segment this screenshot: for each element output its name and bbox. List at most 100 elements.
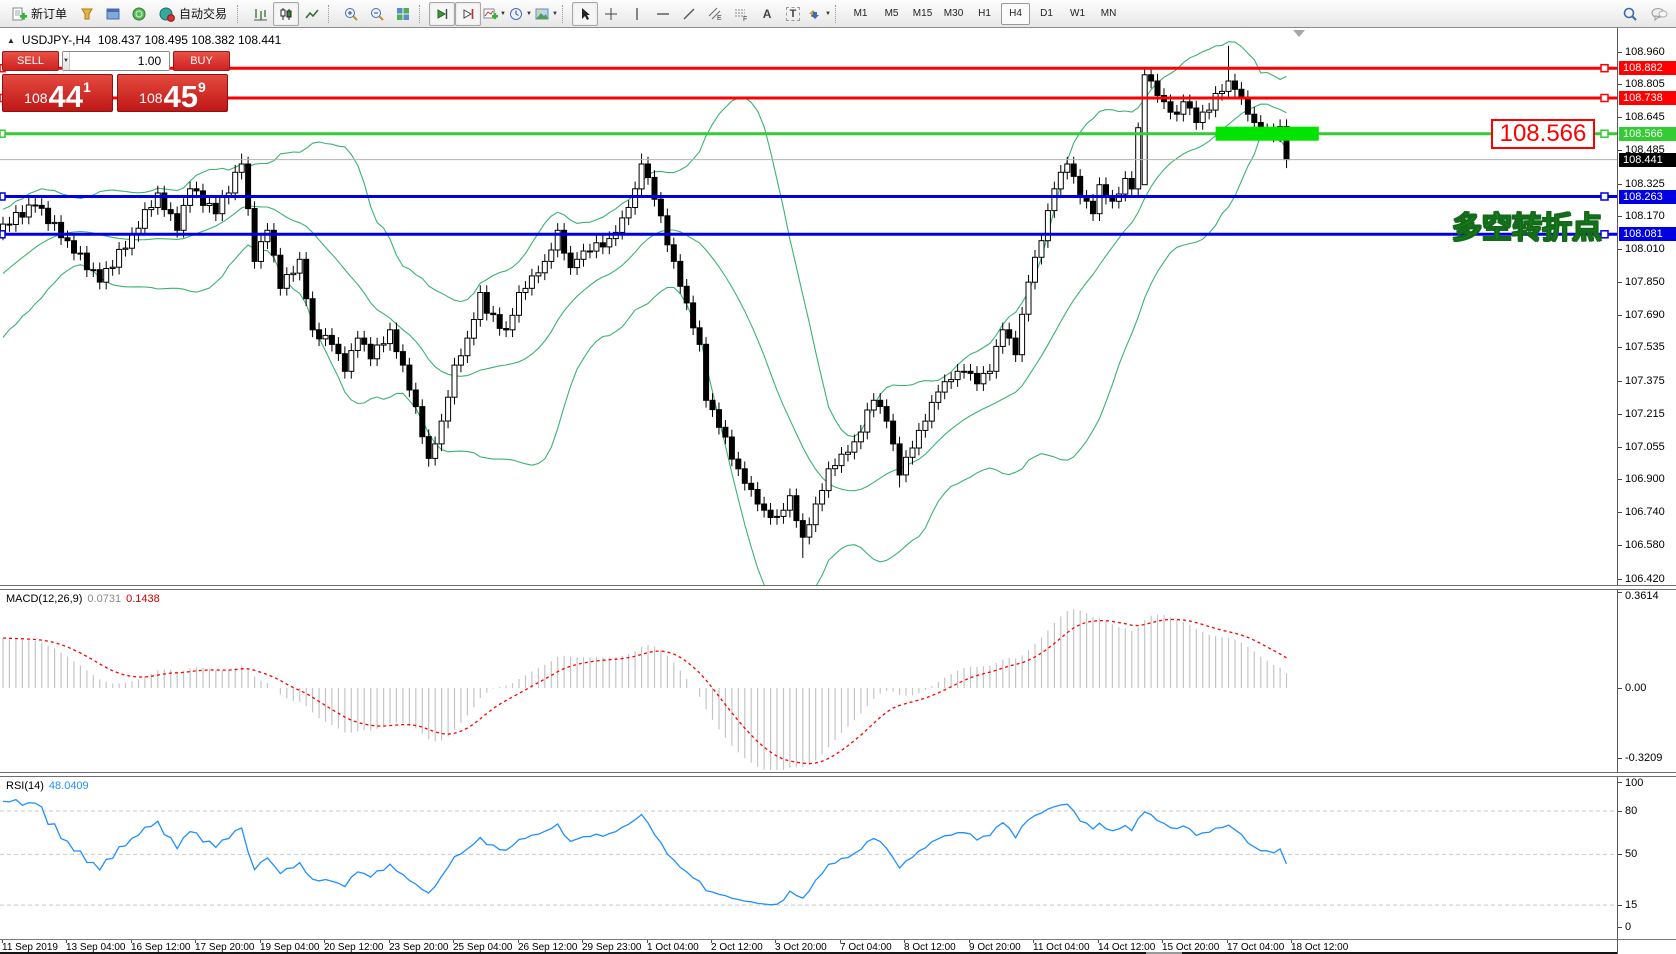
time-axis-label: 14 Oct 12:00 <box>1098 942 1156 953</box>
new-order-button[interactable]: 新订单 <box>4 2 74 26</box>
indicators-icon <box>483 8 499 19</box>
macd-scale[interactable]: 0.3614 0.00 -0.3209 <box>1617 590 1676 772</box>
horizontal-line-button[interactable] <box>650 2 676 26</box>
data-center-button[interactable] <box>126 2 152 26</box>
toolbar: 新订单 自动交易 <box>0 0 1676 28</box>
equidistant-channel-icon: E <box>708 7 722 22</box>
rsi-tick-label: 15 <box>1625 899 1638 911</box>
buy-price-box[interactable]: 108 45 9 <box>117 74 228 112</box>
price-tick-label: 106.420 <box>1625 573 1665 585</box>
timeframe-button-h4[interactable]: H4 <box>1001 2 1031 25</box>
timeframe-button-m15[interactable]: M15 <box>912 8 933 19</box>
periods-button[interactable]: ▼ <box>507 2 533 26</box>
horizontal-line-icon <box>657 12 670 15</box>
text-tool-button[interactable]: A <box>754 2 780 26</box>
sell-button[interactable]: SELL <box>2 51 59 71</box>
candlestick-chart-button[interactable] <box>273 1 300 26</box>
toolbar-right <box>1622 0 1668 27</box>
market-watch-button[interactable] <box>74 2 100 26</box>
buy-button[interactable]: BUY <box>173 51 230 71</box>
volume-spinner: ▼ ▲ <box>62 51 170 71</box>
periods-clock-icon <box>510 7 523 20</box>
line-chart-button[interactable] <box>299 2 325 26</box>
turning-point-annotation[interactable]: 多空转折点 <box>1452 212 1603 246</box>
chart-shift-button[interactable] <box>455 1 482 26</box>
time-tick-mark <box>1162 940 1163 943</box>
templates-button[interactable]: ▼ <box>533 2 559 26</box>
channel-button[interactable]: E <box>702 2 728 26</box>
price-chart-panel[interactable]: ▲ USDJPY-,H4 108.437 108.495 108.382 108… <box>0 28 1617 585</box>
time-tick-mark <box>1033 940 1034 943</box>
price-tick-mark <box>1618 414 1622 415</box>
timeframe-button-m30[interactable]: M30 <box>943 8 964 19</box>
time-tick-mark <box>904 940 905 943</box>
collapse-panel-control[interactable]: ▲ <box>7 35 15 45</box>
timeframe-button-d1[interactable]: D1 <box>1040 8 1053 19</box>
buy-price-sup: 9 <box>198 79 206 95</box>
bar-chart-button[interactable] <box>247 2 273 26</box>
time-tick-mark <box>1227 940 1228 943</box>
panel-separator[interactable] <box>0 585 1676 590</box>
text-label-button[interactable]: T <box>780 2 806 26</box>
svg-text:E: E <box>717 15 722 22</box>
trendline-button[interactable] <box>676 2 702 26</box>
macd-panel[interactable]: MACD(12,26,9) 0.0731 0.1438 <box>0 590 1617 772</box>
crosshair-button[interactable] <box>598 2 624 26</box>
price-tick-mark <box>1618 117 1622 118</box>
chat-icon[interactable] <box>1650 6 1668 22</box>
time-axis[interactable]: 11 Sep 2019 13 Sep 04:00 16 Sep 12:00 17 Se… <box>0 939 1617 954</box>
rsi-tick-mark <box>1618 811 1622 812</box>
time-axis-label: 17 Oct 04:00 <box>1227 942 1285 953</box>
toolbar-grip <box>835 4 841 23</box>
rsi-panel[interactable]: RSI(14) 48.0409 <box>0 777 1617 939</box>
candlestick-chart-icon <box>280 7 292 20</box>
auto-scroll-button[interactable] <box>429 1 456 26</box>
volume-input[interactable] <box>69 52 169 70</box>
price-tick-mark <box>1618 150 1622 151</box>
timeframe-button-m5[interactable]: M5 <box>884 8 899 19</box>
macd-svg <box>2 609 1288 770</box>
price-scale[interactable]: 108.960 108.805 108.645 108.485 108.325 108.1… <box>1617 28 1676 585</box>
search-icon[interactable] <box>1622 6 1638 22</box>
vertical-line-button[interactable] <box>624 2 650 26</box>
rsi-name: RSI(14) <box>6 780 44 792</box>
panel-separator[interactable] <box>0 772 1676 777</box>
time-tick-mark <box>1291 940 1292 943</box>
chart-shift-marker[interactable] <box>1293 30 1305 37</box>
macd-histogram <box>2 609 1288 770</box>
price-tick-label: 108.010 <box>1625 243 1665 255</box>
rsi-scale[interactable]: 100 80 50 15 0 <box>1617 777 1676 939</box>
highlight-zone[interactable] <box>1215 126 1319 141</box>
sell-price-sup: 1 <box>83 79 91 95</box>
sell-price-big: 44 <box>48 78 84 114</box>
time-axis-label: 11 Oct 04:00 <box>1033 942 1090 953</box>
macd-signal-value: 0.1438 <box>126 593 160 605</box>
pivot-price-label[interactable]: 108.566 <box>1491 119 1595 149</box>
timeframe-button-mn[interactable]: MN <box>1100 8 1117 19</box>
price-tick-label: 106.900 <box>1625 473 1665 485</box>
time-axis-label: 26 Sep 12:00 <box>518 942 578 953</box>
zoom-in-button[interactable] <box>338 2 364 26</box>
indicators-button[interactable]: ▼ <box>481 2 507 26</box>
time-axis-label: 20 Sep 12:00 <box>324 942 384 953</box>
timeframe-button-h1[interactable]: H1 <box>978 8 991 19</box>
sell-price-box[interactable]: 108 44 1 <box>2 74 113 112</box>
price-line-label: 108.441 <box>1619 153 1676 167</box>
zoom-out-button[interactable] <box>364 2 390 26</box>
horizontal-level-lines[interactable] <box>0 63 1617 239</box>
timeframe-group: M1 M5 M15 M30 H1 H4 D1 W1 MN <box>845 2 1124 25</box>
data-center-icon <box>132 7 146 20</box>
cursor-button[interactable] <box>572 1 599 26</box>
tile-windows-button[interactable] <box>390 2 416 26</box>
arrows-tool-button[interactable]: ▼ <box>806 2 832 26</box>
auto-trading-button[interactable]: 自动交易 <box>152 2 234 26</box>
new-chart-button[interactable] <box>100 2 126 26</box>
svg-text:F: F <box>743 16 747 22</box>
tile-windows-icon <box>397 7 410 20</box>
timeframe-button-w1[interactable]: W1 <box>1070 8 1086 19</box>
fibonacci-button[interactable]: F <box>728 2 754 26</box>
time-axis-label: 15 Oct 20:00 <box>1162 942 1220 953</box>
volume-decrease-button[interactable]: ▼ <box>63 52 70 70</box>
macd-tick-mark <box>1618 758 1622 759</box>
timeframe-button-m1[interactable]: M1 <box>853 8 868 19</box>
